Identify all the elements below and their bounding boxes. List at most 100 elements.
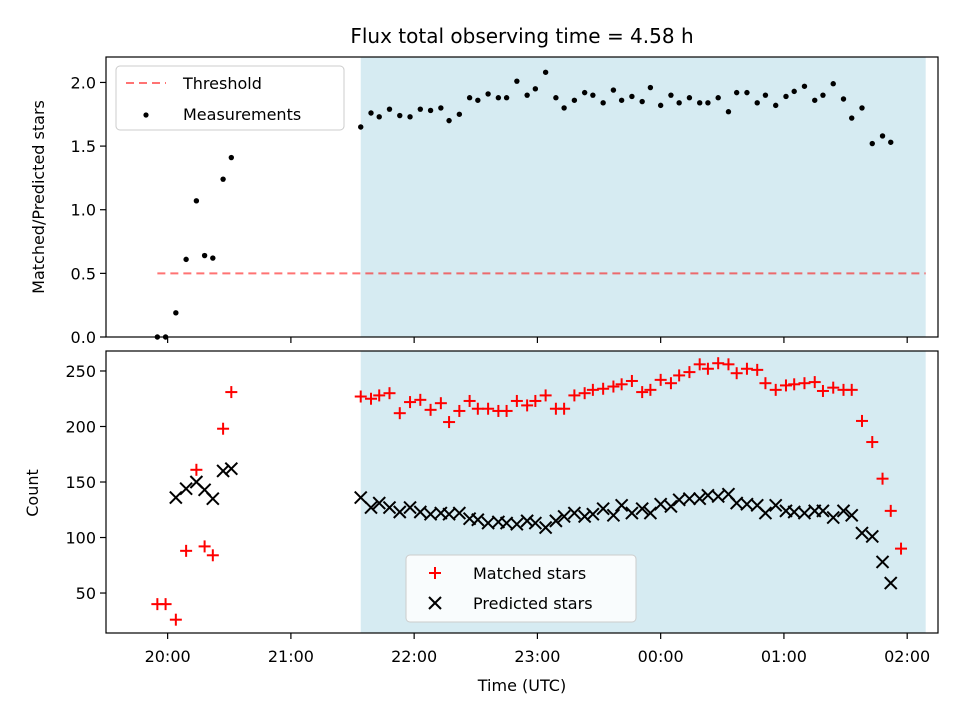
predicted-star-stroke: [625, 506, 639, 520]
measurement-point: [228, 154, 235, 161]
predicted-star-stroke: [382, 500, 397, 515]
predicted-star-stroke: [769, 498, 783, 513]
top-y-tick-label: 1.0: [71, 201, 96, 220]
predicted-star-point: [692, 491, 707, 506]
matched-star-point: [578, 387, 591, 400]
predicted-star-stroke: [721, 487, 736, 501]
predicted-star-point: [586, 507, 600, 521]
matched-star-point: [673, 369, 686, 382]
predicted-star-point: [179, 481, 193, 496]
predicted-star-point: [797, 506, 812, 520]
predicted-star-stroke: [855, 526, 869, 540]
predicted-star-stroke: [510, 517, 524, 531]
matched-star-point: [206, 549, 219, 562]
predicted-star-point: [364, 500, 378, 515]
matched-star-point: [225, 386, 238, 399]
matched-star-point: [586, 383, 599, 396]
predicted-star-stroke: [549, 514, 563, 528]
measurement-point: [524, 92, 530, 98]
predicted-star-stroke: [606, 508, 621, 523]
measurement-point: [647, 84, 654, 91]
matched-star-point: [740, 362, 753, 375]
bottom-x-tick-label: 21:00: [268, 647, 314, 666]
measurement-point: [762, 92, 769, 98]
legend-measurements-label: Measurements: [183, 105, 301, 124]
measurement-point: [773, 102, 779, 109]
measurement-point: [201, 252, 208, 259]
bottom-axes-frame: [105, 350, 939, 634]
measurement-point: [590, 92, 596, 98]
measurement-point: [532, 86, 539, 92]
matched-star-point: [751, 363, 764, 376]
matched-star-point: [769, 383, 782, 396]
matched-star-point: [597, 382, 610, 395]
matched-star-point: [471, 402, 484, 415]
measurement-point: [840, 96, 847, 102]
bottom-y-axis: 50 100 150 200 250: [65, 362, 106, 603]
matched-star-point: [855, 414, 868, 427]
measurement-point: [820, 92, 826, 98]
matched-star-point: [373, 389, 386, 402]
matched-star-point: [884, 504, 897, 517]
predicted-star-point: [625, 506, 639, 520]
matched-star-point: [816, 384, 829, 397]
matched-star-point: [463, 394, 476, 407]
matched-star-point: [414, 393, 427, 406]
matched-star-point: [393, 407, 406, 420]
matched-star-point: [895, 542, 908, 555]
matched-star-point: [190, 463, 203, 476]
measurement-point: [812, 97, 818, 103]
matched-star-point: [876, 472, 889, 485]
predicted-star-point: [826, 510, 840, 525]
matched-star-point: [722, 358, 735, 371]
legend-matched-label: Matched stars: [473, 564, 586, 583]
measurement-point: [417, 106, 424, 112]
predicted-star-point: [855, 526, 869, 540]
predicted-star-point: [577, 509, 592, 524]
measurement-point: [705, 100, 711, 106]
matched-star-point: [568, 389, 581, 402]
predicted-star-point: [865, 529, 879, 544]
matched-star-point: [180, 544, 193, 557]
predicted-star-point: [769, 498, 783, 513]
predicted-star-stroke: [664, 499, 678, 514]
predicted-star-point: [664, 499, 678, 514]
ratio-panel: 0.0 0.5 1.0 1.5 2.0 Flux total observing tim…: [29, 24, 939, 347]
predicted-star-point: [682, 491, 697, 506]
matched-star-point: [521, 399, 534, 412]
measurement-point: [879, 133, 886, 139]
predicted-star-point: [816, 504, 830, 518]
matched-star-point: [529, 394, 542, 407]
matched-star-point: [443, 416, 456, 429]
predicted-star-stroke: [758, 506, 773, 520]
predicted-star-stroke: [423, 507, 438, 521]
measurement-point: [193, 198, 200, 204]
measurement-point: [754, 100, 760, 106]
predicted-star-point: [372, 496, 386, 510]
measurement-point: [456, 111, 463, 117]
measurement-point: [446, 117, 452, 124]
matched-star-point: [730, 367, 743, 380]
measurement-point: [791, 88, 797, 95]
matched-star-point: [636, 386, 649, 399]
matched-star-point: [808, 376, 821, 389]
predicted-star-stroke: [442, 507, 456, 521]
predicted-star-point: [382, 500, 397, 515]
predicted-star-point: [884, 576, 898, 590]
measurement-point: [542, 69, 549, 75]
predicted-star-stroke: [845, 508, 859, 523]
top-legend-box: [115, 65, 345, 131]
predicted-star-point: [403, 500, 417, 515]
matched-star-point: [453, 404, 466, 417]
predicted-star-stroke: [750, 498, 764, 513]
measurement-point: [485, 91, 491, 97]
predicted-star-point: [758, 506, 773, 520]
matched-star-point: [354, 390, 367, 403]
measurement-point: [561, 105, 567, 111]
matched-star-point: [615, 378, 628, 391]
predicted-star-stroke: [875, 555, 890, 569]
predicted-star-stroke: [413, 505, 428, 519]
top-axes-frame: [105, 56, 939, 338]
predicted-star-point: [653, 497, 668, 511]
predicted-star-point: [452, 506, 467, 520]
